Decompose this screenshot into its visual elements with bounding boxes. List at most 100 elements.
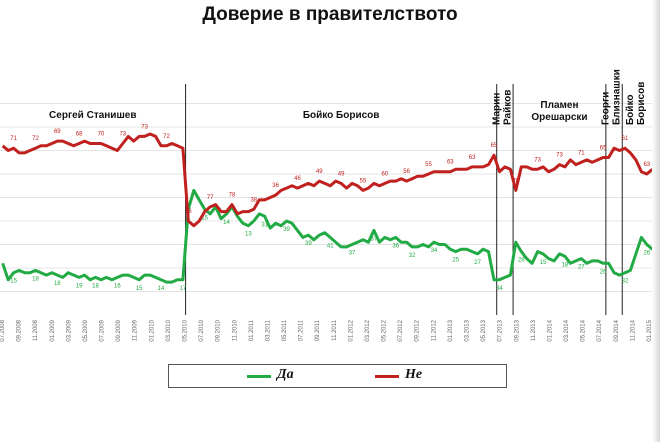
x-tick-label: 01.2010 [149, 319, 155, 341]
period-label: БойкоБорисов [625, 82, 647, 125]
data-label: 37 [349, 251, 356, 257]
data-label: 73 [119, 131, 126, 137]
data-label: 69 [54, 129, 61, 135]
data-label: 73 [534, 157, 541, 163]
data-label: 15 [10, 279, 17, 285]
x-tick-label: 07.2010 [199, 319, 205, 341]
x-tick-label: 01.2013 [448, 319, 454, 341]
chart-title: Доверие в правителството [202, 4, 458, 25]
data-label: 63 [447, 160, 454, 166]
x-tick-label: 09.2008 [17, 319, 23, 341]
x-tick-label: 11.2012 [431, 319, 437, 341]
chart-legend: Да Не [168, 364, 507, 388]
legend-label-yes: Да [277, 367, 294, 382]
data-label: 15 [540, 260, 547, 266]
period-label: ГеоргиБлизнашки [601, 69, 623, 125]
x-tick-label: 01.2012 [348, 319, 354, 341]
x-tick-label: 09.2011 [315, 319, 321, 341]
data-label: 46 [294, 176, 301, 182]
data-label: 28 [518, 258, 525, 264]
period-label: Бойко Борисов [303, 110, 380, 121]
data-label: 72 [163, 134, 170, 140]
x-tick-label: 03.2009 [66, 319, 72, 341]
series-line-yes [1, 188, 654, 284]
data-label: 38 [250, 197, 257, 203]
period-label: Пламен Орешарски [531, 100, 587, 123]
data-label: 49 [338, 171, 345, 177]
x-tick-label: 01.2014 [547, 319, 553, 341]
data-label: 70 [98, 131, 105, 137]
data-label: 15 [201, 215, 208, 221]
data-label: 65 [600, 146, 607, 152]
data-label: 31 [261, 222, 268, 228]
x-tick-label: 11.2009 [133, 319, 139, 341]
data-label: 14 [223, 220, 230, 226]
data-label: 34 [496, 286, 503, 292]
period-label: Сергей Станишев [49, 110, 136, 121]
data-label: 71 [578, 150, 585, 156]
data-label: 37 [371, 236, 378, 242]
x-tick-label: 03.2012 [365, 319, 371, 341]
x-tick-label: 03.2014 [564, 319, 570, 341]
data-label: 16 [114, 283, 121, 289]
legend-swatch-yes [247, 375, 271, 378]
data-label: 60 [381, 171, 388, 177]
data-label: 25 [452, 258, 459, 264]
x-tick-label: 09.2010 [216, 319, 222, 341]
x-tick-label: 07.2012 [398, 319, 404, 341]
x-tick-label: 03.2011 [265, 319, 271, 341]
data-label: 49 [316, 169, 323, 175]
data-label: 26 [643, 251, 650, 257]
data-label: 18 [32, 276, 39, 282]
data-label: 34 [431, 248, 438, 254]
x-tick-label: 05.2014 [581, 319, 587, 341]
x-tick-label: 03.2010 [166, 319, 172, 341]
data-label: 71 [10, 136, 17, 142]
x-tick-label: 11.2011 [332, 319, 338, 340]
x-tick-label: 11.2013 [531, 319, 537, 341]
x-tick-label: 07.2014 [597, 319, 603, 341]
x-tick-label: 07.2011 [299, 319, 305, 341]
data-label: 77 [207, 195, 214, 201]
x-tick-label: 09.2014 [614, 319, 620, 341]
x-tick-label: 01.2015 [647, 319, 653, 341]
x-tick-label: 05.2009 [83, 319, 89, 341]
page-edge-shade [652, 0, 660, 442]
data-label: 14 [158, 286, 165, 292]
x-tick-label: 09.2013 [514, 319, 520, 341]
x-tick-label: 05.2010 [182, 319, 188, 341]
data-label: 26 [600, 269, 607, 275]
x-tick-label: 01.2009 [50, 319, 56, 341]
x-tick-label: 11.2008 [33, 319, 39, 341]
data-label: 32 [409, 253, 416, 259]
data-label: 55 [360, 178, 367, 184]
data-label: 18 [54, 281, 61, 287]
x-tick-label: 01.2011 [249, 319, 255, 341]
data-label: 72 [32, 136, 39, 142]
period-label: МаринРайков [491, 90, 513, 125]
legend-label-no: Не [405, 367, 423, 382]
x-tick-label: 07.2013 [498, 319, 504, 341]
x-tick-label: 05.2012 [382, 319, 388, 341]
legend-swatch-no [375, 375, 399, 378]
data-label: 18 [562, 262, 569, 268]
data-label: 32 [622, 279, 629, 285]
data-label: 36 [272, 183, 279, 189]
data-label: 36 [392, 243, 399, 249]
x-tick-label: 07.2009 [100, 319, 106, 341]
data-label: 78 [229, 193, 236, 199]
x-tick-label: 07.2008 [0, 319, 6, 341]
data-label: 18 [92, 283, 99, 289]
data-label: 15 [136, 286, 143, 292]
data-label: 68 [76, 131, 83, 137]
data-label: 70 [512, 178, 519, 184]
x-tick-label: 05.2011 [282, 319, 288, 341]
data-label: 73 [141, 124, 148, 130]
data-label: 27 [474, 260, 481, 266]
data-label: 39 [283, 227, 290, 233]
data-label: 39 [305, 241, 312, 247]
data-label: 13 [245, 232, 252, 238]
data-label: 56 [403, 169, 410, 175]
x-tick-label: 05.2013 [481, 319, 487, 341]
